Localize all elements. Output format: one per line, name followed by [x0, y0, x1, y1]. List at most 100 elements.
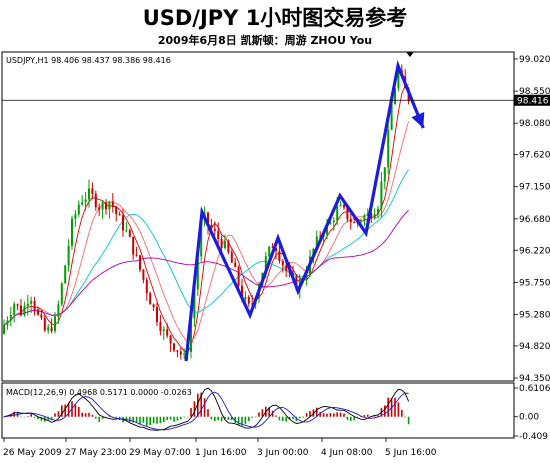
moving-average-line: [3, 169, 409, 326]
macd-bar: [193, 401, 196, 417]
macd-bar: [146, 416, 148, 426]
candle-body: [142, 269, 145, 280]
macd-bar: [299, 416, 301, 419]
moving-average-line: [3, 84, 409, 353]
candle-body: [122, 215, 124, 231]
macd-bar: [350, 416, 352, 421]
candle-body: [20, 305, 22, 316]
candle-body: [33, 300, 36, 311]
macd-bar: [384, 405, 386, 417]
macd-bar: [67, 402, 70, 417]
macd-bar: [132, 416, 134, 423]
candle-body: [394, 88, 396, 105]
macd-bar: [244, 416, 247, 424]
candle-body: [13, 304, 16, 316]
macd-histogram: [3, 392, 410, 426]
candle-body: [179, 351, 182, 355]
candle-body: [339, 204, 342, 206]
candle-body: [390, 104, 393, 130]
candle-body: [135, 254, 138, 256]
candle-body: [132, 236, 135, 255]
current-price-label: 98.416: [517, 96, 549, 106]
candle-body: [285, 265, 288, 271]
candle-body: [98, 207, 101, 210]
current-price-box: [514, 94, 550, 106]
candle-body: [210, 225, 213, 229]
candle-body: [315, 236, 318, 249]
macd-bar: [214, 416, 216, 422]
candle-body: [220, 238, 223, 249]
macd-bar: [231, 416, 233, 421]
macd-bar: [319, 412, 321, 417]
candle-body: [108, 201, 111, 210]
candle-body: [224, 240, 226, 249]
candle-body: [23, 306, 26, 316]
macd-bar: [169, 416, 172, 420]
macd-bar: [186, 416, 189, 418]
candle-body: [366, 213, 369, 216]
candle-body: [152, 304, 155, 308]
candle-body: [190, 318, 192, 352]
macd-bar: [224, 416, 226, 420]
candle-body: [47, 327, 50, 331]
macd-bar: [404, 416, 406, 418]
candle-body: [275, 247, 277, 252]
macd-bar: [234, 416, 236, 424]
macd-bar: [367, 414, 369, 417]
macd-bar: [356, 416, 359, 418]
price-tick-label: 96.220: [519, 246, 550, 256]
candle-body: [37, 310, 39, 315]
wave-arrow-head: [411, 112, 425, 128]
macd-bar: [149, 416, 151, 426]
candle-body: [305, 274, 308, 280]
time-axis: 26 May 2009 27 May 23:00 29 May 07:00 1 Jun…: [3, 438, 437, 458]
macd-bar: [288, 416, 291, 420]
macd-bar: [387, 397, 389, 417]
macd-bar: [74, 404, 77, 417]
candle-body: [332, 220, 335, 223]
macd-tick-label: -0.409: [519, 432, 548, 442]
candle-body: [101, 202, 104, 210]
macd-bar: [115, 416, 117, 418]
macd-bar: [81, 412, 83, 417]
candle-body: [213, 228, 216, 231]
candle-body: [234, 262, 237, 268]
macd-bar: [23, 416, 26, 418]
time-tick-label: 5 Jun 16:00: [385, 448, 437, 458]
price-tick-label: 97.620: [519, 151, 550, 161]
candle-body: [162, 329, 165, 332]
macd-bar: [312, 409, 315, 417]
macd-bar: [394, 397, 396, 417]
macd-bar: [339, 412, 342, 417]
candle-body: [115, 206, 118, 215]
macd-lines: [3, 387, 410, 431]
macd-bar: [271, 410, 274, 417]
candle-body: [268, 246, 271, 257]
time-tick-label: 26 May 2009: [3, 448, 62, 458]
macd-bar: [61, 405, 63, 417]
candle-body: [54, 316, 56, 332]
macd-bar: [88, 412, 90, 417]
time-tick-label: 1 Jun 16:00: [195, 448, 247, 458]
candle-body: [264, 256, 267, 273]
macd-bar: [166, 416, 168, 420]
candle-body: [169, 335, 172, 344]
candle-body: [251, 303, 254, 305]
chart-title: USD/JPY 1小时图交易参考: [143, 6, 408, 30]
macd-bar: [360, 416, 362, 418]
macd-bar: [251, 416, 253, 418]
candle-body: [128, 230, 131, 237]
macd-bar: [84, 413, 87, 417]
macd-bar: [50, 416, 53, 420]
macd-bar: [309, 411, 311, 417]
macd-bar: [139, 416, 141, 425]
candle-body: [370, 213, 373, 219]
candle-body: [207, 212, 209, 226]
candle-body: [71, 218, 73, 246]
time-tick-label: 29 May 07:00: [129, 448, 191, 458]
macd-bar: [3, 416, 5, 418]
candle-body: [91, 188, 94, 194]
candle-body: [241, 285, 243, 300]
macd-bar: [203, 398, 206, 417]
macd-bar: [346, 416, 349, 420]
